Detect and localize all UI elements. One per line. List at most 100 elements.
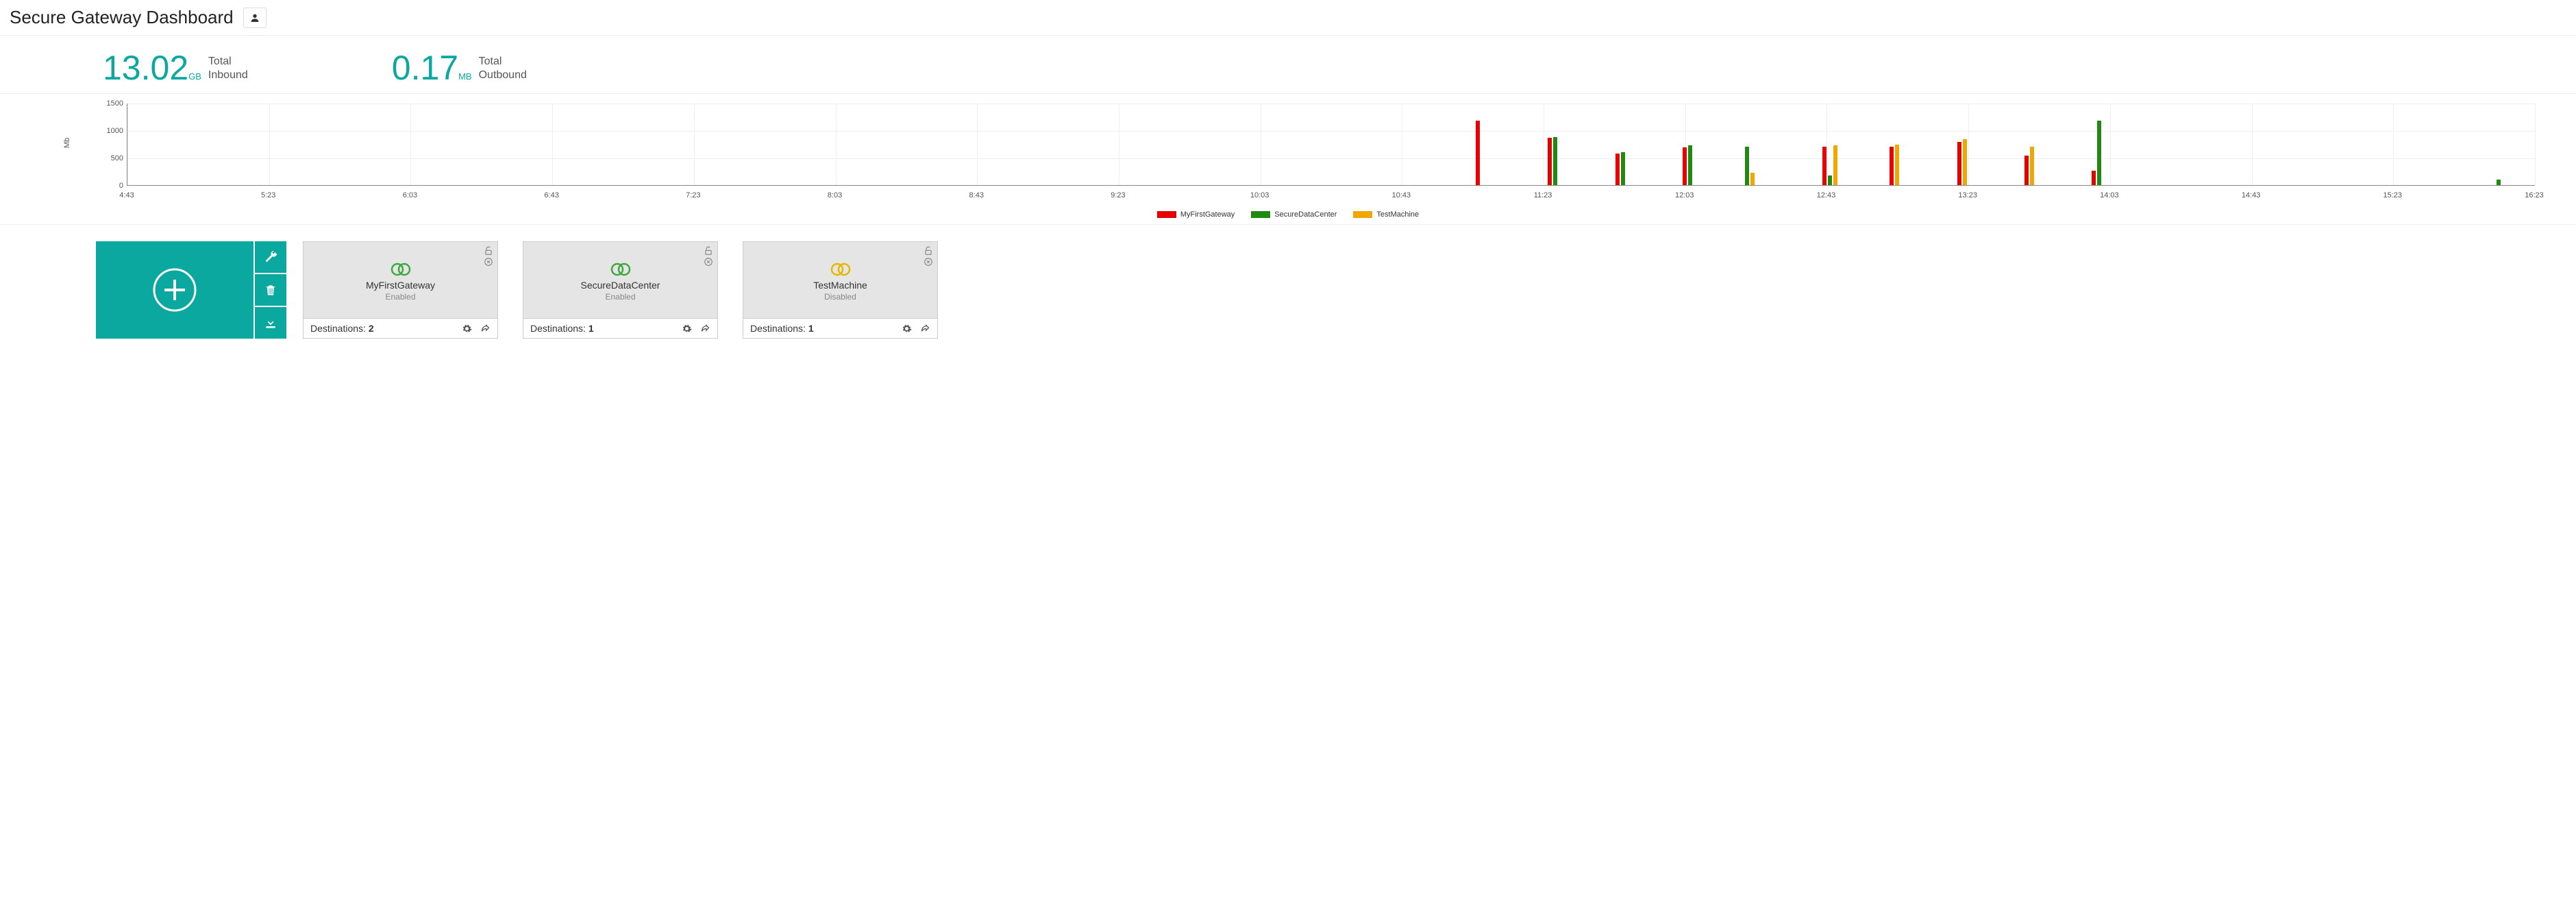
share-icon[interactable] [920,324,930,334]
x-tick-label: 16:23 [2525,191,2544,199]
chart-bar [1476,121,1480,185]
gear-icon[interactable] [902,324,912,334]
chart-bar [1957,142,1961,185]
chart-bar [1548,138,1552,185]
x-tick-label: 11:23 [1534,191,1552,199]
x-tick-label: 6:03 [403,191,417,199]
outbound-value: 0.17MB [392,51,472,85]
chart-bar [1828,175,1832,185]
legend-item: MyFirstGateway [1157,210,1235,219]
settings-button[interactable] [255,241,286,273]
gateway-card-body: SecureDataCenter Enabled [523,242,717,318]
close-icon[interactable] [924,257,933,267]
gateway-name: MyFirstGateway [366,280,435,291]
legend-label: TestMachine [1376,210,1419,219]
chart-bar [2097,121,2101,185]
x-tick-label: 14:43 [2242,191,2261,199]
legend-swatch [1353,211,1372,218]
chart-bar [2497,180,2501,185]
chart-bar [1553,137,1557,185]
inbound-value: 13.02GB [103,51,201,85]
chart-bar [1750,173,1755,185]
inbound-label2: Inbound [208,69,248,82]
close-icon[interactable] [484,257,493,267]
gateway-status: Enabled [605,292,635,302]
share-icon[interactable] [700,324,710,334]
destinations-label: Destinations: 1 [530,323,594,334]
chart-bar [2024,156,2029,185]
x-tick-label: 10:03 [1250,191,1270,199]
chart-bar [2030,147,2034,185]
gateway-card-body: MyFirstGateway Enabled [304,242,497,318]
x-tick-label: 8:03 [828,191,842,199]
export-button[interactable] [255,307,286,339]
chart-bar [1833,145,1837,185]
destinations-label: Destinations: 2 [310,323,374,334]
x-tick-label: 15:23 [2383,191,2403,199]
chart-bar [1822,147,1826,185]
plus-circle-icon [151,266,199,314]
totals-row: 13.02GB Total Inbound 0.17MB Total Outbo… [0,36,2576,94]
unlock-icon [924,246,933,256]
x-tick-label: 4:43 [119,191,134,199]
chart-legend: MyFirstGateway SecureDataCenter TestMachin… [14,210,2562,219]
y-tick-label: 0 [101,182,123,190]
y-tick-label: 1000 [101,127,123,135]
legend-item: TestMachine [1353,210,1419,219]
outbound-label2: Outbound [479,69,527,82]
destinations-label: Destinations: 1 [750,323,814,334]
chart-bar [1895,145,1899,185]
chart-bar [1621,152,1625,185]
gateway-card-footer: Destinations: 1 [743,318,937,338]
gateway-corner-icons [484,246,493,267]
gateway-name: TestMachine [813,280,867,291]
total-outbound: 0.17MB Total Outbound [392,51,527,85]
rings-icon [829,262,852,277]
close-icon[interactable] [704,257,713,267]
outbound-label1: Total [479,55,527,69]
user-menu-button[interactable] [243,8,267,28]
legend-swatch [1157,211,1176,218]
gear-icon[interactable] [462,324,472,334]
inbound-label1: Total [208,55,248,69]
download-icon [264,316,277,330]
gateway-corner-icons [704,246,713,267]
x-tick-label: 5:23 [261,191,275,199]
x-tick-label: 10:43 [1392,191,1411,199]
gateway-card[interactable]: MyFirstGateway Enabled Destinations: 2 [303,241,498,339]
gateway-card-body: TestMachine Disabled [743,242,937,318]
chart-bar [1890,147,1894,185]
legend-label: MyFirstGateway [1180,210,1235,219]
chart-bar [1745,147,1749,185]
x-tick-label: 12:43 [1817,191,1836,199]
add-gateway-button[interactable] [96,241,253,339]
legend-swatch [1251,211,1270,218]
rings-icon [609,262,632,277]
gateway-name: SecureDataCenter [581,280,660,291]
total-inbound: 13.02GB Total Inbound [103,51,248,85]
x-tick-label: 7:23 [686,191,700,199]
delete-button[interactable] [255,274,286,306]
unlock-icon [484,246,493,256]
gateway-card-footer: Destinations: 1 [523,318,717,338]
unlock-icon [704,246,713,256]
gear-icon[interactable] [682,324,692,334]
rings-icon [389,262,412,277]
user-icon [249,12,260,23]
legend-label: SecureDataCenter [1274,210,1337,219]
x-tick-label: 14:03 [2100,191,2119,199]
chart-bar [1615,154,1620,185]
trash-icon [264,283,277,297]
page-title: Secure Gateway Dashboard [10,7,234,28]
gateway-card-footer: Destinations: 2 [304,318,497,338]
y-tick-label: 1500 [101,99,123,108]
share-icon[interactable] [480,324,491,334]
gateway-card[interactable]: SecureDataCenter Enabled Destinations: 1 [523,241,718,339]
gateway-card[interactable]: TestMachine Disabled Destinations: 1 [743,241,938,339]
add-gateway-tile [96,241,286,339]
legend-item: SecureDataCenter [1251,210,1337,219]
x-tick-label: 8:43 [969,191,984,199]
cards-row: MyFirstGateway Enabled Destinations: 2 S… [0,225,2576,355]
x-tick-label: 12:03 [1675,191,1694,199]
y-tick-label: 500 [101,154,123,162]
